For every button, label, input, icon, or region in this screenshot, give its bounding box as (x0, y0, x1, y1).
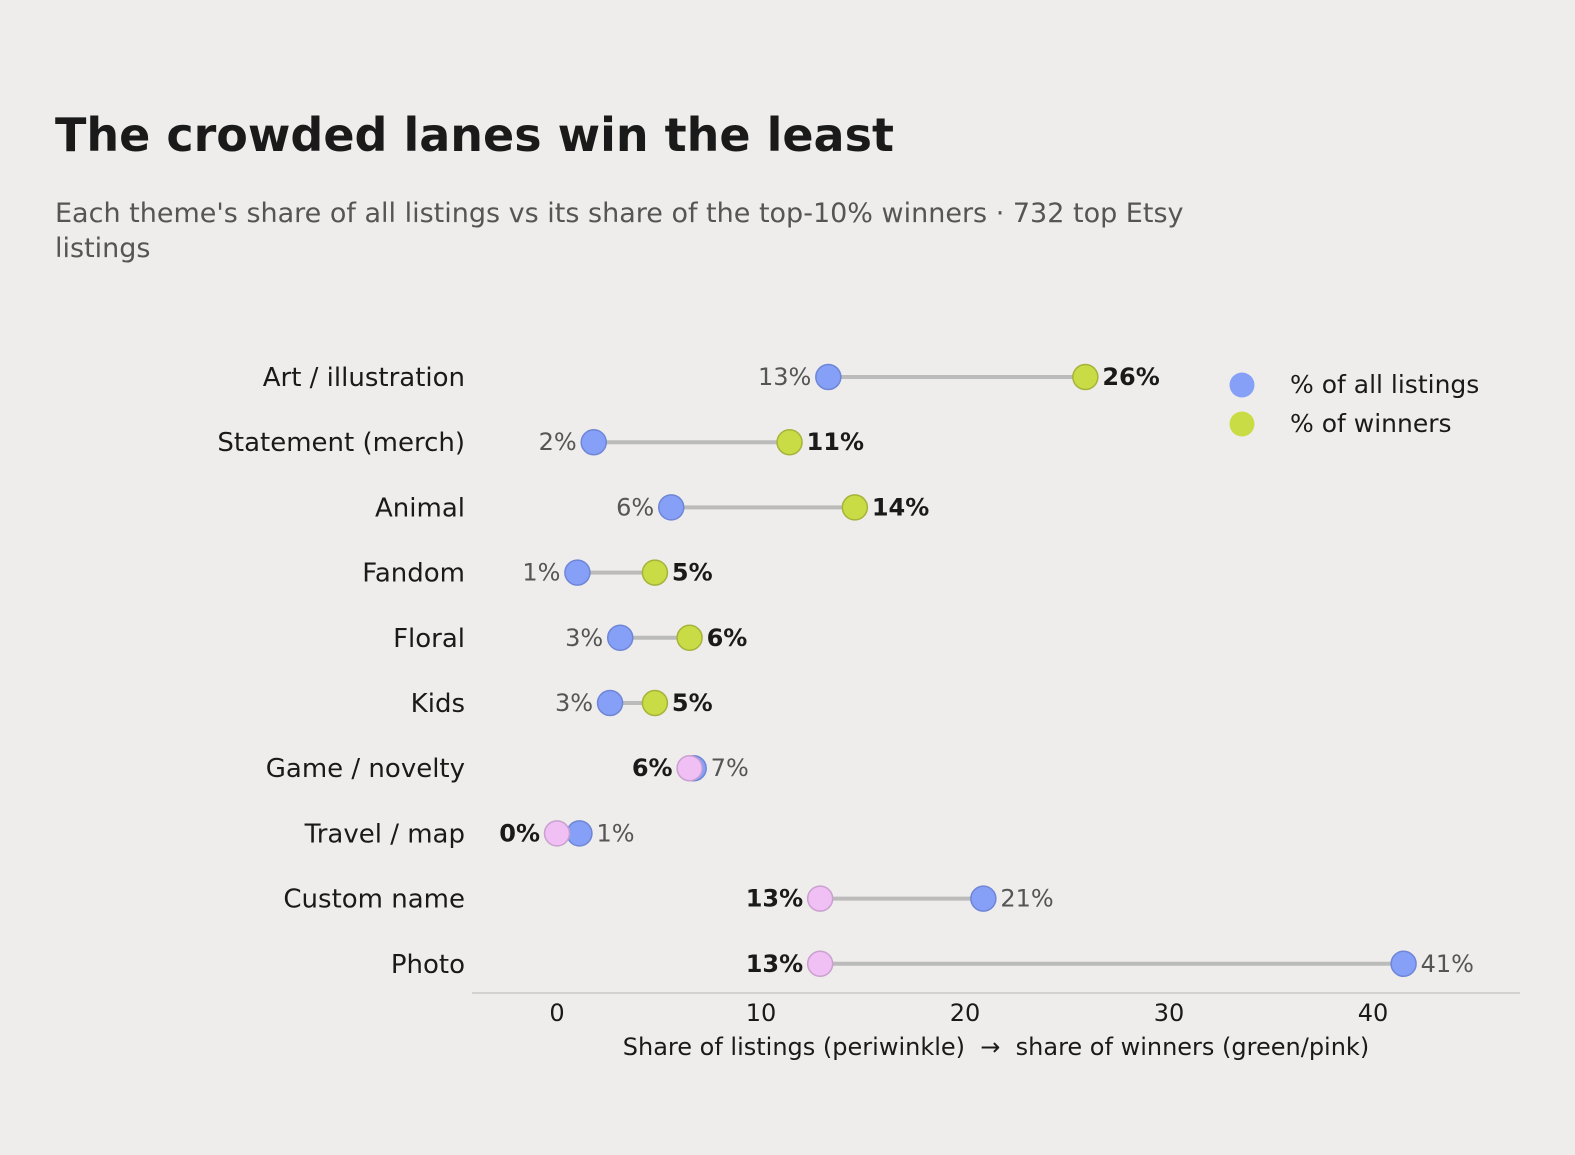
listings-point (970, 885, 997, 912)
listings-point (606, 624, 634, 652)
winners-point (776, 428, 803, 456)
winners-value-label: 6% (632, 754, 673, 782)
row: Travel / map 1% 0% (304, 819, 635, 849)
row: Game / novelty 7% 6% (266, 754, 749, 784)
category-label: Art / illustration (263, 363, 465, 393)
winners-value-label: 14% (872, 493, 929, 521)
row: Animal 6% 14% (375, 493, 929, 523)
winners-point (676, 754, 703, 782)
winners-value-label: 0% (499, 819, 540, 847)
row: Custom name 21% 13% (283, 885, 1053, 915)
winners-point (676, 624, 703, 652)
winners-point (1072, 363, 1099, 391)
row: Kids 3% 5% (411, 689, 713, 719)
x-tick-label: 10 (746, 999, 777, 1027)
winners-value-label: 26% (1102, 363, 1159, 391)
winners-point (641, 559, 669, 586)
winners-point (543, 820, 571, 847)
row: Floral 3% 6% (393, 624, 747, 654)
chart-subtitle: Each theme's share of all listings vs it… (55, 198, 1184, 264)
winners-value-label: 13% (746, 950, 803, 978)
legend-marker (1229, 411, 1255, 437)
listings-value-label: 3% (565, 624, 603, 652)
x-tick-label: 40 (1358, 999, 1389, 1027)
listings-point (580, 428, 607, 456)
listings-point (564, 559, 591, 586)
row: Fandom 1% 5% (362, 559, 712, 589)
listings-value-label: 1% (596, 819, 634, 847)
chart-rows: Art / illustration 13% 26% Statement (merch… (217, 363, 1474, 980)
category-label: Animal (375, 493, 465, 523)
category-label: Custom name (283, 885, 465, 915)
listings-value-label: 13% (758, 363, 811, 391)
winners-point (806, 885, 834, 912)
listings-value-label: 3% (555, 689, 593, 717)
category-label: Kids (411, 689, 465, 719)
chart-title: The crowded lanes win the least (55, 108, 894, 162)
x-axis-label: Share of listings (periwinkle) → share o… (623, 1033, 1369, 1061)
winners-value-label: 13% (746, 885, 803, 913)
legend-label: % of winners (1290, 409, 1452, 438)
category-label: Floral (393, 624, 465, 654)
legend-label: % of all listings (1290, 370, 1479, 399)
listings-value-label: 1% (522, 559, 560, 587)
legend: % of all listings % of winners (1229, 370, 1479, 438)
winners-value-label: 11% (807, 428, 864, 456)
category-label: Statement (merch) (217, 428, 465, 458)
x-tick-label: 20 (950, 999, 981, 1027)
legend-marker (1229, 372, 1255, 398)
listings-point (815, 363, 842, 391)
category-label: Game / novelty (266, 754, 465, 784)
listings-value-label: 21% (1000, 885, 1053, 913)
x-axis-ticks: 0 10 20 30 40 (549, 999, 1388, 1027)
row: Statement (merch) 2% 11% (217, 428, 864, 458)
winners-value-label: 6% (707, 624, 748, 652)
listings-point (657, 494, 685, 521)
listings-value-label: 41% (1421, 950, 1474, 978)
row: Art / illustration 13% 26% (263, 363, 1160, 393)
category-label: Travel / map (304, 819, 465, 849)
category-label: Photo (391, 950, 465, 980)
listings-point (596, 689, 624, 717)
category-label: Fandom (362, 559, 465, 589)
listings-value-label: 6% (616, 493, 654, 521)
x-tick-label: 0 (549, 999, 564, 1027)
x-tick-label: 30 (1154, 999, 1185, 1027)
winners-point (841, 494, 869, 521)
listings-point (566, 820, 593, 847)
winners-value-label: 5% (672, 689, 713, 717)
listings-value-label: 2% (539, 428, 577, 456)
listings-point (1390, 950, 1417, 978)
winners-point (806, 950, 834, 978)
listings-value-label: 7% (711, 754, 749, 782)
winners-value-label: 5% (672, 559, 713, 587)
winners-point (641, 689, 669, 717)
row: Photo 41% 13% (391, 950, 1474, 980)
